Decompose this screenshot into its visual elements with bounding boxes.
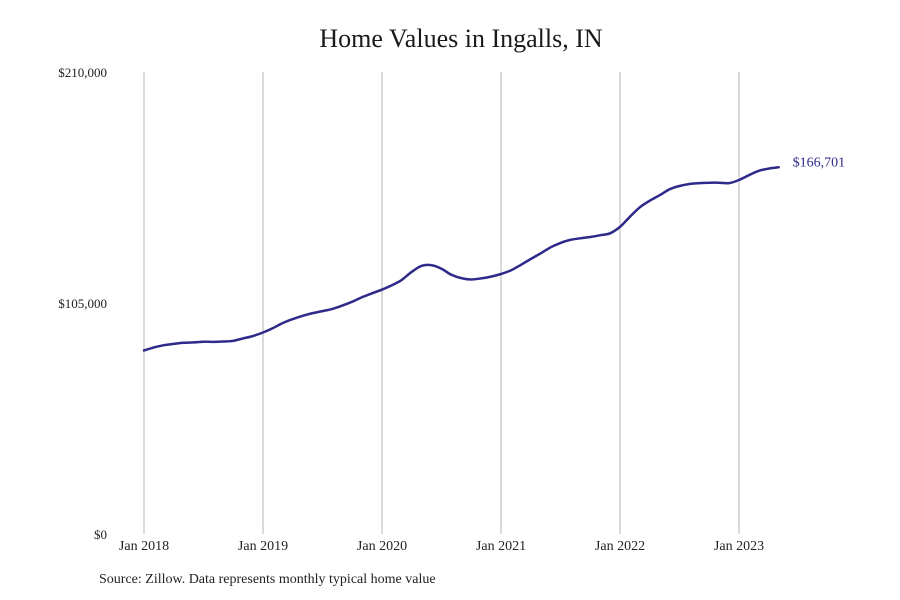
x-tick-label: Jan 2021 xyxy=(476,539,526,554)
grid-lines xyxy=(143,72,740,534)
end-value-label: $166,701 xyxy=(793,155,846,170)
y-tick-label: $105,000 xyxy=(58,296,107,311)
y-tick-label: $0 xyxy=(94,527,107,542)
x-axis-ticks: Jan 2018 Jan 2019 Jan 2020 Jan 2021 Jan 2022… xyxy=(119,539,764,554)
y-tick-label: $210,000 xyxy=(58,65,107,80)
x-tick-label: Jan 2022 xyxy=(595,539,645,554)
x-tick-label: Jan 2018 xyxy=(119,539,169,554)
source-note: Source: Zillow. Data represents monthly … xyxy=(99,572,436,587)
x-tick-label: Jan 2023 xyxy=(714,539,764,554)
series-line xyxy=(142,166,780,352)
y-axis-ticks: $0 $105,000 $210,000 xyxy=(58,65,107,542)
chart-title: Home Values in Ingalls, IN xyxy=(319,24,603,53)
x-tick-label: Jan 2019 xyxy=(238,539,288,554)
x-tick-label: Jan 2020 xyxy=(357,539,407,554)
